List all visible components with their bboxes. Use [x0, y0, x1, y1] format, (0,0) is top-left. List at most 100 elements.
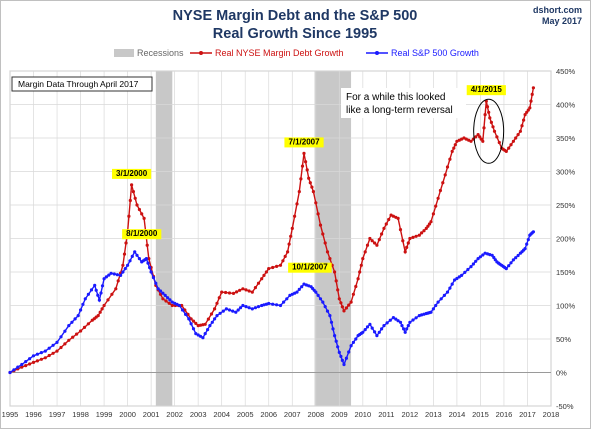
series-point-sp500 — [336, 345, 340, 349]
series-point-margin-debt — [281, 259, 285, 263]
series-point-margin-debt — [20, 365, 24, 369]
series-point-margin-debt — [452, 146, 456, 150]
series-point-sp500 — [144, 257, 148, 261]
series-point-margin-debt — [286, 250, 290, 254]
series-point-margin-debt — [305, 168, 309, 172]
chart-title-line2: Real Growth Since 1995 — [213, 26, 377, 42]
series-point-sp500 — [151, 276, 156, 280]
series-point-sp500 — [206, 328, 210, 332]
series-point-sp500 — [184, 312, 188, 316]
legend-sp500-marker — [375, 51, 379, 55]
series-point-sp500 — [63, 329, 67, 333]
series-point-sp500 — [227, 308, 232, 312]
series-point-margin-debt — [492, 129, 497, 133]
series-point-margin-debt — [380, 232, 384, 236]
series-point-margin-debt — [100, 307, 104, 311]
series-point-margin-debt — [260, 277, 264, 281]
series-point-sp500 — [420, 313, 424, 317]
series-point-margin-debt — [55, 349, 59, 353]
series-point-margin-debt — [314, 201, 318, 205]
series-point-margin-debt — [339, 301, 343, 305]
series-point-margin-debt — [63, 342, 67, 346]
series-point-margin-debt — [321, 232, 325, 236]
series-point-margin-debt — [344, 306, 348, 310]
series-point-sp500 — [349, 344, 353, 348]
series-point-margin-debt — [518, 129, 523, 133]
series-point-sp500 — [201, 336, 205, 340]
series-point-margin-debt — [497, 140, 501, 145]
series-point-sp500 — [504, 267, 508, 271]
series-point-margin-debt — [406, 241, 410, 245]
series-point-sp500 — [213, 317, 217, 321]
series-point-sp500 — [35, 352, 40, 356]
series-point-sp500 — [43, 349, 47, 353]
x-tick-label: 2005 — [237, 410, 254, 419]
series-point-sp500 — [126, 263, 130, 267]
series-point-margin-debt — [203, 322, 207, 326]
series-point-margin-debt — [189, 317, 193, 321]
series-point-sp500 — [394, 317, 398, 321]
series-point-sp500 — [490, 253, 494, 257]
series-point-margin-debt — [224, 290, 228, 295]
series-point-sp500 — [121, 270, 125, 274]
series-point-sp500 — [250, 307, 254, 311]
series-point-margin-debt — [267, 267, 271, 271]
series-point-margin-debt — [434, 204, 438, 208]
series-point-margin-debt — [250, 290, 254, 294]
series-point-margin-debt — [194, 321, 198, 325]
series-point-sp500 — [445, 290, 450, 294]
series-point-margin-debt — [71, 335, 75, 339]
legend-sp500-label: Real S&P 500 Growth — [391, 48, 479, 58]
x-tick-label: 2015 — [472, 410, 489, 419]
series-point-sp500 — [295, 290, 299, 294]
source-label: dshort.com — [533, 5, 582, 15]
series-point-sp500 — [28, 357, 32, 361]
series-point-margin-debt — [387, 217, 391, 222]
series-point-sp500 — [363, 328, 367, 332]
series-point-sp500 — [177, 303, 181, 308]
series-point-margin-debt — [147, 257, 151, 261]
series-point-margin-debt — [231, 291, 236, 295]
x-tick-label: 2016 — [496, 410, 513, 419]
chart-title-line1: NYSE Margin Debt and the S&P 500 — [173, 8, 418, 24]
series-point-sp500 — [149, 270, 153, 274]
series-point-sp500 — [262, 303, 266, 307]
series-point-margin-debt — [28, 362, 32, 366]
x-tick-label: 1999 — [96, 410, 113, 419]
series-point-sp500 — [100, 284, 105, 288]
annotation-highlight — [122, 229, 162, 240]
series-point-margin-debt — [342, 309, 346, 313]
series-point-sp500 — [507, 264, 511, 268]
series-point-margin-debt — [522, 118, 526, 122]
series-point-sp500 — [516, 253, 520, 258]
series-point-margin-debt — [167, 301, 171, 305]
series-point-margin-debt — [241, 287, 245, 291]
series-point-sp500 — [373, 330, 377, 334]
y-tick-label: 450% — [556, 67, 576, 76]
series-point-margin-debt — [158, 292, 163, 296]
series-point-sp500 — [318, 297, 323, 301]
series-point-sp500 — [375, 334, 379, 338]
x-tick-label: 2001 — [143, 410, 160, 419]
series-point-margin-debt — [403, 250, 407, 254]
series-point-margin-debt — [164, 299, 168, 303]
series-point-margin-debt — [142, 216, 146, 220]
note-box-frame — [11, 76, 153, 92]
series-point-sp500 — [47, 346, 51, 350]
annotation-label: 8/1/2000 — [126, 229, 158, 238]
series-point-sp500 — [450, 282, 454, 286]
series-point-sp500 — [278, 303, 283, 308]
series-point-margin-debt — [504, 149, 508, 153]
series-point-margin-debt — [318, 223, 323, 227]
series-point-sp500 — [493, 258, 497, 262]
series-point-margin-debt — [75, 332, 79, 336]
series-point-margin-debt — [244, 288, 248, 292]
y-tick-label: 0% — [556, 369, 567, 378]
series-point-margin-debt — [491, 125, 495, 129]
series-point-margin-debt — [460, 137, 464, 141]
series-point-margin-debt — [445, 165, 450, 169]
series-point-sp500 — [24, 360, 28, 364]
series-point-sp500 — [342, 362, 346, 367]
series-point-margin-debt — [122, 252, 127, 256]
